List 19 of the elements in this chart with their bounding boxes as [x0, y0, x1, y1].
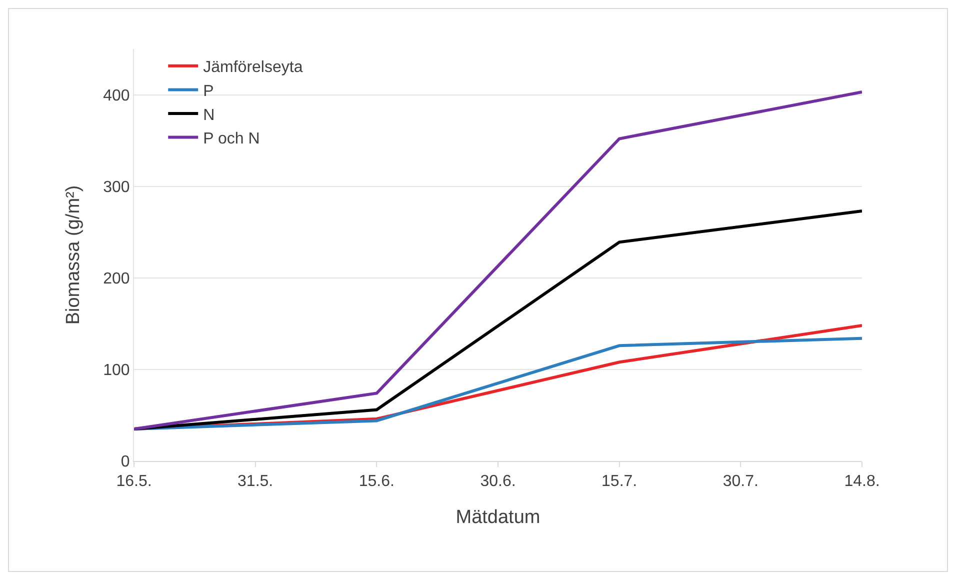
- x-tick-label: 15.6.: [358, 473, 394, 490]
- y-tick-label: 400: [103, 87, 130, 104]
- x-tick-label: 30.6.: [480, 473, 516, 490]
- y-tick-label: 200: [103, 270, 130, 288]
- x-tick-label: 16.5.: [116, 473, 152, 490]
- y-tick-label: 300: [103, 178, 130, 196]
- y-tick-label: 0: [120, 454, 130, 471]
- x-tick-label: 14.8.: [844, 473, 880, 490]
- x-tick-label: 15.7.: [602, 473, 638, 490]
- x-tick-label: 30.7.: [722, 473, 758, 490]
- legend-label: N: [203, 106, 215, 124]
- legend-label: P och N: [203, 130, 260, 148]
- y-axis-title: Biomassa (g/m²): [62, 185, 84, 325]
- x-tick-label: 31.5.: [238, 473, 274, 490]
- y-tick-label: 100: [103, 362, 130, 380]
- legend-label: P: [203, 82, 214, 100]
- line-series: [134, 210, 862, 430]
- legend-label: Jämförelseyta: [203, 59, 303, 76]
- x-axis-title: Mätdatum: [456, 507, 540, 528]
